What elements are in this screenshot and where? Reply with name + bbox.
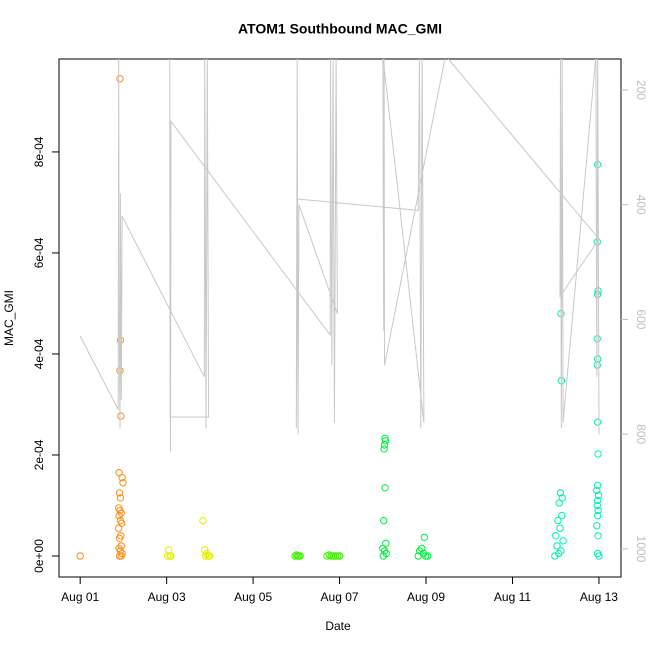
point [380,445,388,453]
point [381,484,389,492]
point [559,537,567,545]
point [291,552,299,560]
point [555,499,563,507]
x-tick-label: Aug 09 [407,590,445,604]
point [115,489,124,497]
y-tick-label: 4e-04 [32,338,46,369]
plot-box [58,58,622,578]
point [551,552,559,560]
x-tick-label: Aug 11 [494,590,531,604]
plot-area [76,59,603,560]
point [380,441,389,449]
point [557,547,565,555]
point [165,546,173,554]
point [556,524,564,532]
point [552,532,560,540]
point [117,412,125,420]
point [76,552,84,560]
point [593,521,601,530]
point [553,542,561,550]
y-tick-label: 8e-04 [32,136,46,167]
x-tick-label: Aug 07 [321,590,359,604]
point [558,511,566,520]
y-tick-label: 0e+00 [32,539,46,573]
point [115,534,124,543]
point [116,74,124,83]
point [331,552,340,560]
point [556,489,565,497]
point [421,552,430,560]
point [205,552,214,560]
point [414,552,422,560]
point [296,552,304,560]
point [117,552,125,560]
x-tick-label: Aug 13 [580,590,618,604]
point [420,533,428,542]
point [119,479,127,487]
y2-tick-label: 600 [634,309,648,329]
point [554,516,562,525]
point [593,496,602,505]
y-tick-label: 6e-04 [32,237,46,268]
point [116,494,125,502]
y2-tick-label: 1000 [634,536,648,563]
point [424,552,432,560]
point [117,509,125,517]
point [415,547,424,555]
y2-tick-label: 200 [634,80,648,100]
x-tick-label: Aug 01 [61,590,99,604]
point [594,491,603,500]
point [117,542,125,550]
point [167,552,175,560]
point [118,474,126,482]
point [593,486,601,495]
point [335,552,344,560]
point [115,511,123,520]
point [594,532,602,540]
line [79,59,600,452]
point [199,516,207,525]
point [381,437,390,445]
x-tick-label: Aug 03 [148,590,186,604]
point [593,355,602,363]
y2-tick-label: 800 [634,424,648,444]
point [593,511,602,520]
y2-tick-label: 400 [634,195,648,215]
point [379,516,388,525]
point [595,552,603,560]
point [593,418,602,426]
y-axis-label: MAC_GMI [2,290,16,346]
point [555,549,563,558]
point [418,544,426,553]
point [593,481,602,489]
x-axis-label: Date [325,619,351,633]
y-tick-label: 2e-04 [32,439,46,470]
chart-title: ATOM1 Southbound MAC_GMI [238,21,442,37]
point [379,552,387,560]
point [593,501,601,510]
point [594,506,602,515]
point [594,450,602,458]
point [593,290,602,299]
x-tick-label: Aug 05 [234,590,272,604]
point [114,524,123,532]
